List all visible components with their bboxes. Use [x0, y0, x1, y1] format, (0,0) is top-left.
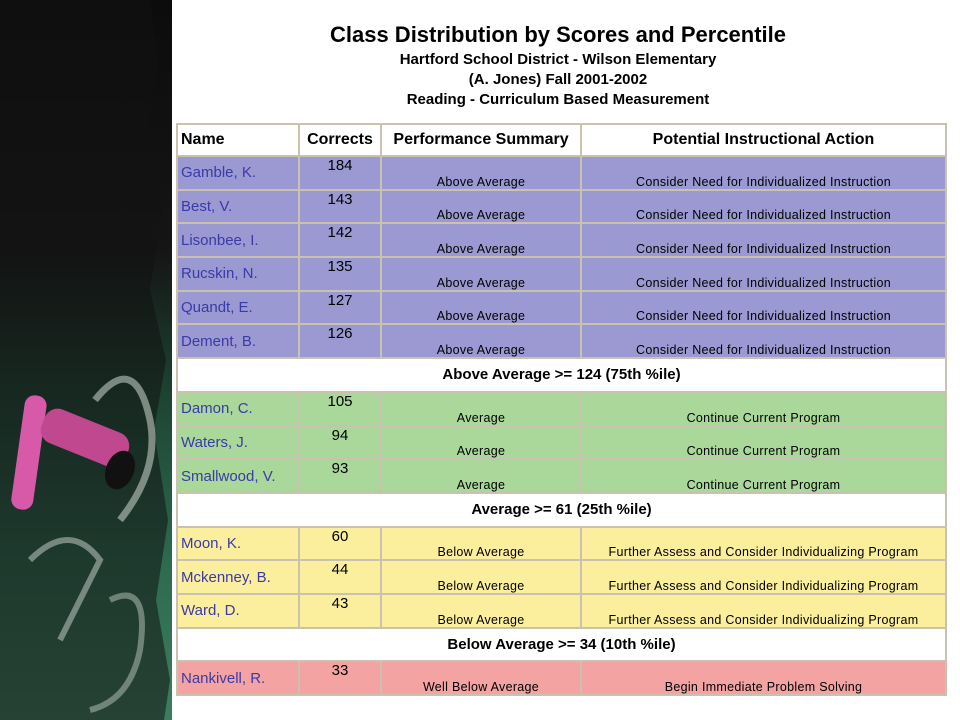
corrects-score: 126 — [300, 325, 380, 358]
instructional-action: Begin Immediate Problem Solving — [582, 662, 945, 694]
instructional-action: Continue Current Program — [582, 426, 945, 459]
table-row: Damon, C. 105 Average Continue Current P… — [178, 392, 945, 425]
report-header: Class Distribution by Scores and Percent… — [176, 20, 940, 110]
instructional-action: Consider Need for Individualized Instruc… — [582, 258, 945, 290]
student-name: Damon, C. — [178, 392, 298, 425]
chalk-piece-icon — [11, 395, 135, 510]
threshold-row: Below Average >= 34 (10th %ile) — [178, 628, 945, 661]
performance-summary: Above Average — [382, 325, 580, 358]
student-name: Waters, J. — [178, 426, 298, 459]
corrects-score: 43 — [300, 594, 380, 627]
instructional-action: Further Assess and Consider Individualiz… — [582, 561, 945, 593]
chalk-illustration — [0, 0, 170, 720]
student-name: Mckenney, B. — [178, 561, 298, 593]
performance-summary: Above Average — [382, 157, 580, 189]
corrects-score: 33 — [300, 662, 380, 694]
student-name: Lisonbee, I. — [178, 224, 298, 257]
table-row: Gamble, K. 184 Above Average Consider Ne… — [178, 157, 945, 189]
measurement-subtitle: Reading - Curriculum Based Measurement — [406, 91, 710, 108]
table-row: Mckenney, B. 44 Below Average Further As… — [178, 561, 945, 593]
student-name: Best, V. — [178, 190, 298, 223]
student-name: Nankivell, R. — [178, 662, 298, 694]
corrects-score: 93 — [300, 460, 380, 492]
threshold-row: Above Average >= 124 (75th %ile) — [178, 359, 945, 391]
performance-summary: Below Average — [382, 561, 580, 593]
corrects-score: 105 — [300, 392, 380, 425]
page-title: Class Distribution by Scores and Percent… — [329, 22, 787, 47]
table-row: Waters, J. 94 Average Continue Current P… — [178, 426, 945, 459]
column-header-instructional-action: Potential Instructional Action — [582, 125, 945, 155]
instructional-action: Consider Need for Individualized Instruc… — [582, 190, 945, 223]
table-row: Nankivell, R. 33 Well Below Average Begi… — [178, 662, 945, 694]
student-name: Smallwood, V. — [178, 460, 298, 492]
performance-summary: Above Average — [382, 190, 580, 223]
table-row: Quandt, E. 127 Above Average Consider Ne… — [178, 291, 945, 324]
column-header-corrects: Corrects — [300, 125, 380, 155]
district-subtitle: Hartford School District - Wilson Elemen… — [399, 51, 717, 68]
threshold-label-above-average: Above Average >= 124 (75th %ile) — [178, 359, 945, 391]
table-row: Lisonbee, I. 142 Above Average Consider … — [178, 224, 945, 257]
corrects-score: 94 — [300, 426, 380, 459]
corrects-score: 60 — [300, 527, 380, 560]
corrects-score: 142 — [300, 224, 380, 257]
student-name: Ward, D. — [178, 594, 298, 627]
threshold-label-average: Average >= 61 (25th %ile) — [178, 493, 945, 526]
threshold-label-below-average: Below Average >= 34 (10th %ile) — [178, 628, 945, 661]
teacher-term-subtitle: (A. Jones) Fall 2001-2002 — [468, 71, 648, 88]
instructional-action: Consider Need for Individualized Instruc… — [582, 157, 945, 189]
performance-summary: Above Average — [382, 224, 580, 257]
student-name: Gamble, K. — [178, 157, 298, 189]
performance-summary: Below Average — [382, 594, 580, 627]
performance-summary: Above Average — [382, 291, 580, 324]
performance-summary: Well Below Average — [382, 662, 580, 694]
table-row: Moon, K. 60 Below Average Further Assess… — [178, 527, 945, 560]
instructional-action: Consider Need for Individualized Instruc… — [582, 325, 945, 358]
instructional-action: Further Assess and Consider Individualiz… — [582, 594, 945, 627]
corrects-score: 127 — [300, 291, 380, 324]
corrects-score: 143 — [300, 190, 380, 223]
score-distribution-table: Name Corrects Performance Summary Potent… — [176, 123, 947, 696]
table-row: Ward, D. 43 Below Average Further Assess… — [178, 594, 945, 627]
performance-summary: Average — [382, 392, 580, 425]
instructional-action: Continue Current Program — [582, 392, 945, 425]
performance-summary: Average — [382, 426, 580, 459]
student-name: Rucskin, N. — [178, 258, 298, 290]
table-header-row: Name Corrects Performance Summary Potent… — [178, 125, 945, 155]
instructional-action: Consider Need for Individualized Instruc… — [582, 291, 945, 324]
table-row: Best, V. 143 Above Average Consider Need… — [178, 190, 945, 223]
table-row: Dement, B. 126 Above Average Consider Ne… — [178, 325, 945, 358]
instructional-action: Further Assess and Consider Individualiz… — [582, 527, 945, 560]
student-name: Moon, K. — [178, 527, 298, 560]
instructional-action: Continue Current Program — [582, 460, 945, 492]
column-header-name: Name — [178, 125, 298, 155]
student-name: Dement, B. — [178, 325, 298, 358]
instructional-action: Consider Need for Individualized Instruc… — [582, 224, 945, 257]
performance-summary: Average — [382, 460, 580, 492]
performance-summary: Above Average — [382, 258, 580, 290]
table-row: Rucskin, N. 135 Above Average Consider N… — [178, 258, 945, 290]
corrects-score: 184 — [300, 157, 380, 189]
threshold-row: Average >= 61 (25th %ile) — [178, 493, 945, 526]
chalkboard-decoration — [0, 0, 172, 720]
student-name: Quandt, E. — [178, 291, 298, 324]
column-header-performance-summary: Performance Summary — [382, 125, 580, 155]
table-row: Smallwood, V. 93 Average Continue Curren… — [178, 460, 945, 492]
corrects-score: 44 — [300, 561, 380, 593]
corrects-score: 135 — [300, 258, 380, 290]
performance-summary: Below Average — [382, 527, 580, 560]
